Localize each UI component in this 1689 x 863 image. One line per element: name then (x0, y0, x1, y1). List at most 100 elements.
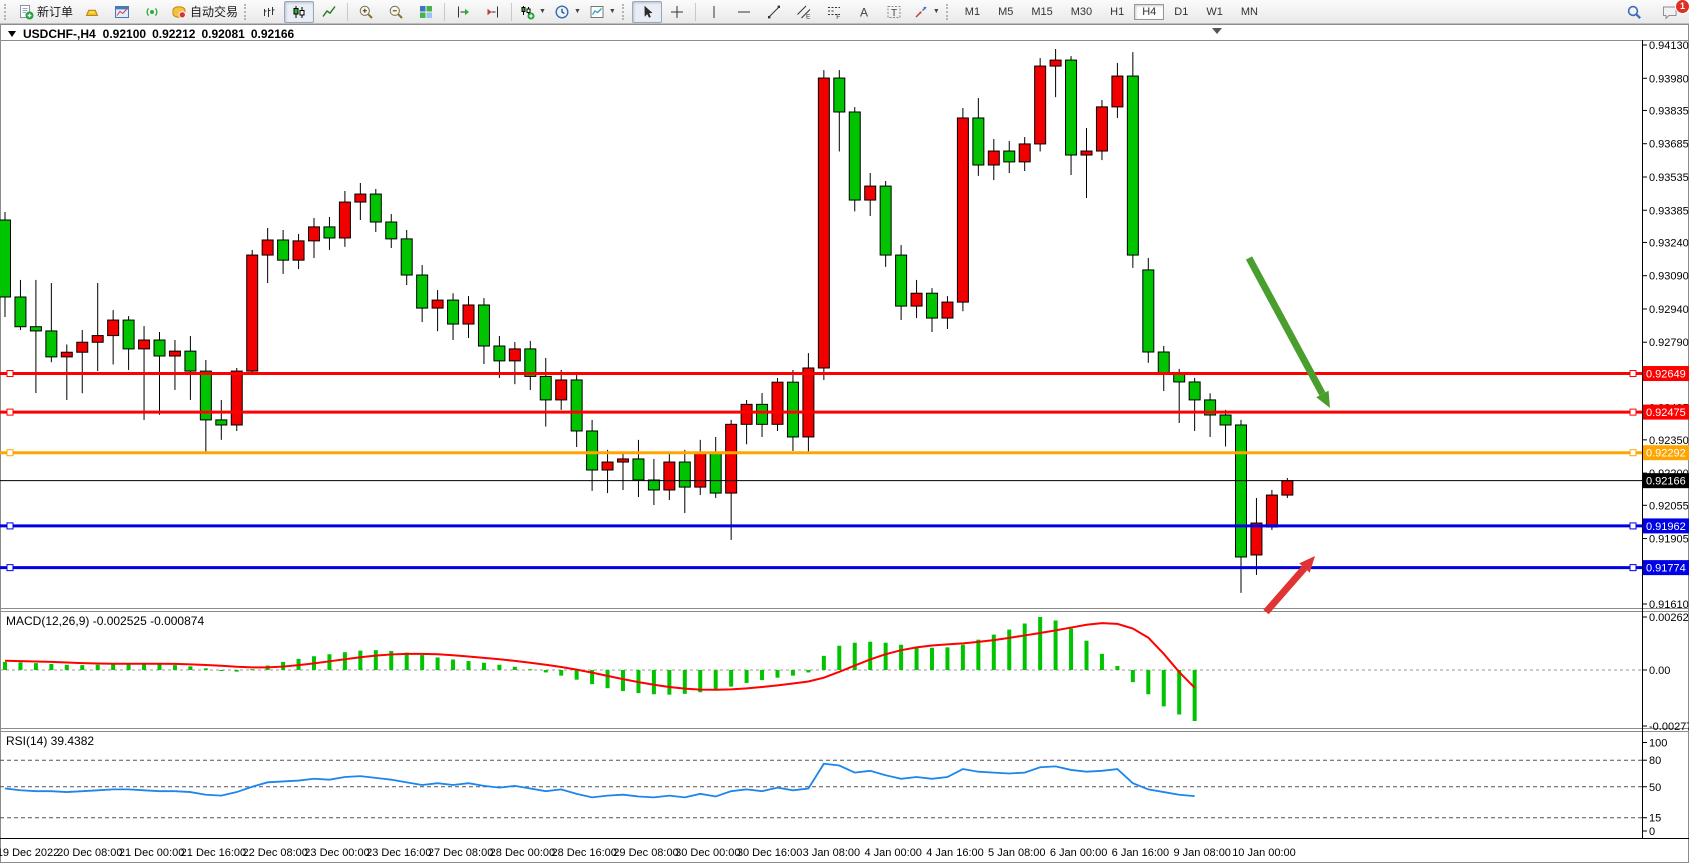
horizontal-line-object[interactable]: 0.92649 (0, 366, 1689, 382)
zoom-in-button[interactable] (351, 1, 381, 23)
open-value: 0.92100 (102, 27, 147, 41)
zoom-out-button[interactable] (381, 1, 411, 23)
chart-window-button[interactable] (107, 1, 137, 23)
toolbar-grip[interactable] (621, 3, 628, 20)
channel-tool-button[interactable]: E (789, 1, 819, 23)
toolbar-grip[interactable] (4, 3, 10, 20)
svg-text:19 Dec 2022: 19 Dec 2022 (0, 847, 59, 859)
template-icon (590, 5, 604, 18)
timeframe-m30[interactable]: M30 (1070, 5, 1093, 18)
candle (1188, 381, 1201, 401)
timeframe-d1[interactable]: D1 (1174, 5, 1189, 18)
timeframe-m1[interactable]: M1 (964, 5, 981, 18)
candle (1126, 75, 1139, 256)
horizontal-line-object[interactable]: 0.92475 (0, 404, 1689, 420)
candle (694, 451, 707, 488)
market-watch-button[interactable] (77, 1, 107, 23)
trendline-icon (767, 5, 780, 18)
trendline-tool-button[interactable] (759, 1, 789, 23)
candle (199, 370, 212, 421)
horizontal-line-object[interactable]: 0.91774 (0, 560, 1689, 576)
text-label-tool-button[interactable]: T (879, 1, 909, 23)
toolbar-grip[interactable] (945, 3, 952, 20)
periods-button[interactable]: ▼ (550, 1, 585, 23)
svg-text:23 Dec 16:00: 23 Dec 16:00 (366, 847, 431, 859)
candle (91, 335, 104, 343)
new-chart-icon (521, 5, 535, 19)
candle (1065, 59, 1078, 156)
candle (1018, 143, 1031, 163)
new-chart-button[interactable]: ▼ (515, 1, 550, 23)
arrows-tool-button[interactable]: ▼ (909, 1, 944, 23)
notifications-button[interactable]: 1 (1655, 0, 1689, 23)
svg-text:F: F (836, 14, 840, 20)
candlestick-chart-button[interactable] (284, 0, 315, 23)
horizontal-line-object[interactable]: 0.92292 (0, 445, 1689, 461)
candle (879, 185, 892, 256)
timeframe-m5[interactable]: M5 (998, 5, 1014, 18)
svg-text:0.91774: 0.91774 (1646, 563, 1686, 575)
chart-shift-marker[interactable] (1212, 28, 1222, 34)
line-chart-icon (322, 5, 336, 17)
candle (477, 304, 490, 347)
svg-text:0.92649: 0.92649 (1646, 369, 1686, 381)
toolbar-grip[interactable] (244, 3, 250, 20)
symbol-dropdown-icon[interactable] (8, 31, 16, 37)
cursor-tool-button[interactable] (631, 0, 662, 23)
timeframe-m15[interactable]: M15 (1031, 5, 1053, 18)
templates-button[interactable]: ▼ (585, 1, 620, 23)
horizontal-line-icon (737, 11, 750, 12)
candle (1265, 494, 1278, 528)
candle (833, 77, 846, 113)
autotrading-button[interactable]: 自动交易 (167, 1, 242, 23)
timeframe-h4[interactable]: H4 (1134, 3, 1165, 20)
up-arrow-object[interactable] (1263, 556, 1315, 615)
chart-shift-button[interactable] (478, 1, 508, 23)
svg-text:21 Dec 00:00: 21 Dec 00:00 (119, 847, 184, 859)
svg-text:80: 80 (1649, 755, 1661, 767)
new-order-button[interactable]: 新订单 (14, 1, 77, 23)
dropdown-caret-icon: ▼ (539, 8, 546, 15)
svg-text:6 Jan 16:00: 6 Jan 16:00 (1112, 847, 1170, 859)
down-arrow-object[interactable] (1245, 256, 1330, 408)
svg-text:28 Dec 00:00: 28 Dec 00:00 (490, 847, 555, 859)
search-button[interactable] (1619, 1, 1649, 23)
candle (817, 77, 830, 369)
candle (122, 319, 135, 350)
timeframe-w1[interactable]: W1 (1206, 5, 1223, 18)
candle (29, 326, 42, 332)
candle (771, 381, 784, 425)
svg-text:0.91962: 0.91962 (1646, 521, 1686, 533)
svg-text:T: T (891, 8, 897, 19)
candle (972, 117, 985, 166)
candle (926, 292, 938, 319)
tile-windows-button[interactable] (411, 1, 441, 23)
bar-chart-button[interactable] (254, 1, 284, 23)
search-icon (1627, 5, 1641, 19)
chart-symbol-period: USDCHF-,H4 (23, 27, 96, 41)
candle (385, 221, 398, 240)
fibonacci-tool-button[interactable]: F (819, 1, 849, 23)
candle (246, 254, 259, 372)
horizontal-line-tool-button[interactable] (729, 1, 759, 23)
vertical-line-tool-button[interactable] (699, 1, 729, 23)
auto-scroll-button[interactable] (448, 1, 478, 23)
candle (153, 339, 166, 357)
timeframe-h1[interactable]: H1 (1110, 5, 1125, 18)
horizontal-line-object[interactable]: 0.91962 (0, 518, 1689, 534)
timeframe-mn[interactable]: MN (1240, 5, 1258, 18)
candle (632, 458, 645, 481)
signals-button[interactable] (137, 1, 167, 23)
candle (1095, 106, 1108, 152)
candle (230, 370, 243, 426)
svg-text:4 Jan 00:00: 4 Jan 00:00 (864, 847, 922, 859)
crosshair-tool-button[interactable] (662, 1, 692, 23)
line-chart-button[interactable] (314, 1, 344, 23)
notification-badge: 1 (1675, 0, 1689, 14)
candle (1219, 414, 1232, 426)
arrow-objects-icon (915, 6, 927, 17)
high-value: 0.92212 (152, 27, 196, 41)
text-tool-button[interactable]: A (849, 1, 879, 23)
